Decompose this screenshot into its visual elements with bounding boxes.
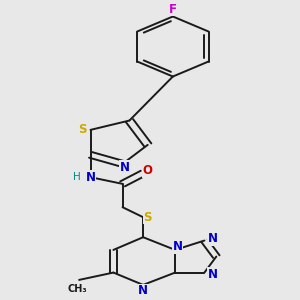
- Text: N: N: [172, 240, 182, 253]
- Text: H: H: [73, 172, 81, 182]
- Text: S: S: [143, 211, 152, 224]
- Text: N: N: [208, 268, 218, 281]
- Text: O: O: [143, 164, 153, 177]
- Text: CH₃: CH₃: [68, 284, 87, 294]
- Text: N: N: [85, 171, 96, 184]
- Text: N: N: [138, 284, 148, 297]
- Text: S: S: [78, 123, 87, 136]
- Text: F: F: [169, 3, 177, 16]
- Text: N: N: [208, 232, 218, 245]
- Text: N: N: [120, 161, 130, 174]
